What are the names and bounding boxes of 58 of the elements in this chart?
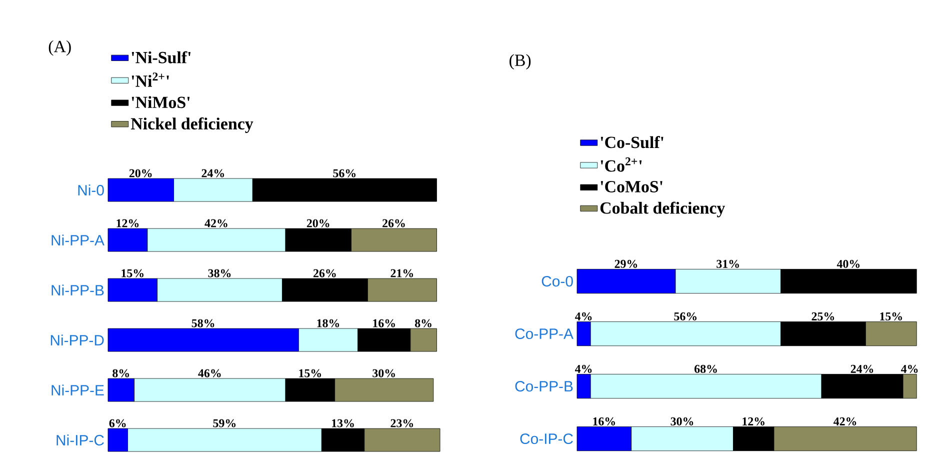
- data-label: 24%: [850, 364, 874, 373]
- y-tick-label: Ni-IP-C: [56, 434, 104, 446]
- data-label: 15%: [299, 369, 321, 378]
- data-label: 38%: [208, 269, 231, 278]
- chart-title: (A): [48, 40, 71, 56]
- data-label: 8%: [112, 369, 129, 378]
- legend-label: Nickel deficiency: [130, 117, 254, 133]
- data-label: 68%: [694, 364, 717, 373]
- data-label: 4%: [901, 364, 918, 373]
- data-label: 30%: [372, 369, 395, 378]
- data-label: 15%: [122, 269, 144, 278]
- data-label: 42%: [834, 417, 856, 426]
- legend-label: 'Ni$^{2+}$': [132, 72, 169, 87]
- legend-label: 'Co-Sulf': [600, 136, 664, 148]
- data-label: 26%: [382, 219, 405, 228]
- data-label: 20%: [306, 219, 330, 228]
- y-tick-label: Co-IP-C: [520, 433, 573, 444]
- data-label: 29%: [614, 260, 638, 268]
- data-label: 23%: [390, 419, 414, 428]
- data-label: 24%: [202, 169, 224, 178]
- data-label: 30%: [670, 417, 694, 426]
- data-label: 12%: [742, 417, 764, 426]
- legend-label: 'Co$^{2+}$': [600, 157, 642, 172]
- data-label: 46%: [198, 369, 221, 378]
- data-label: 18%: [317, 319, 340, 328]
- y-tick-label: Co-0: [542, 276, 573, 287]
- data-label: 25%: [812, 312, 834, 320]
- data-label: 58%: [192, 319, 214, 328]
- data-label: 16%: [373, 319, 395, 328]
- y-tick-label: Ni-PP-D: [50, 334, 104, 346]
- data-label: 13%: [332, 419, 354, 428]
- data-label: 56%: [333, 169, 356, 178]
- y-tick-label: Ni-PP-E: [52, 384, 104, 396]
- data-label: 40%: [836, 260, 860, 268]
- data-label: 21%: [390, 269, 414, 278]
- y-tick-label: Co-PP-A: [515, 328, 574, 340]
- legend-label: 'Ni-Sulf': [132, 51, 190, 64]
- data-label: 42%: [204, 219, 228, 228]
- legend-label: 'NiMoS': [132, 96, 190, 108]
- chart-title: (B): [510, 54, 531, 70]
- data-label: 8%: [414, 319, 432, 328]
- y-tick-label: Ni-0: [78, 184, 104, 196]
- data-label: 6%: [109, 419, 126, 428]
- y-tick-label: Ni-PP-A: [52, 234, 104, 246]
- legend-label: 'CoMoS': [600, 181, 662, 192]
- data-label: 31%: [716, 260, 739, 268]
- y-tick-label: Ni-PP-B: [52, 284, 104, 296]
- data-label: 4%: [574, 364, 592, 373]
- y-tick-label: Co-PP-B: [515, 380, 573, 392]
- data-label: 12%: [116, 219, 139, 228]
- data-label: 56%: [674, 312, 697, 320]
- data-label: 26%: [314, 269, 336, 278]
- legend-label: Cobalt deficiency: [600, 202, 726, 218]
- data-label: 59%: [213, 419, 236, 428]
- data-label: 15%: [880, 312, 902, 320]
- data-label: 16%: [593, 417, 616, 426]
- data-label: 4%: [574, 312, 592, 320]
- data-label: 20%: [129, 169, 152, 178]
